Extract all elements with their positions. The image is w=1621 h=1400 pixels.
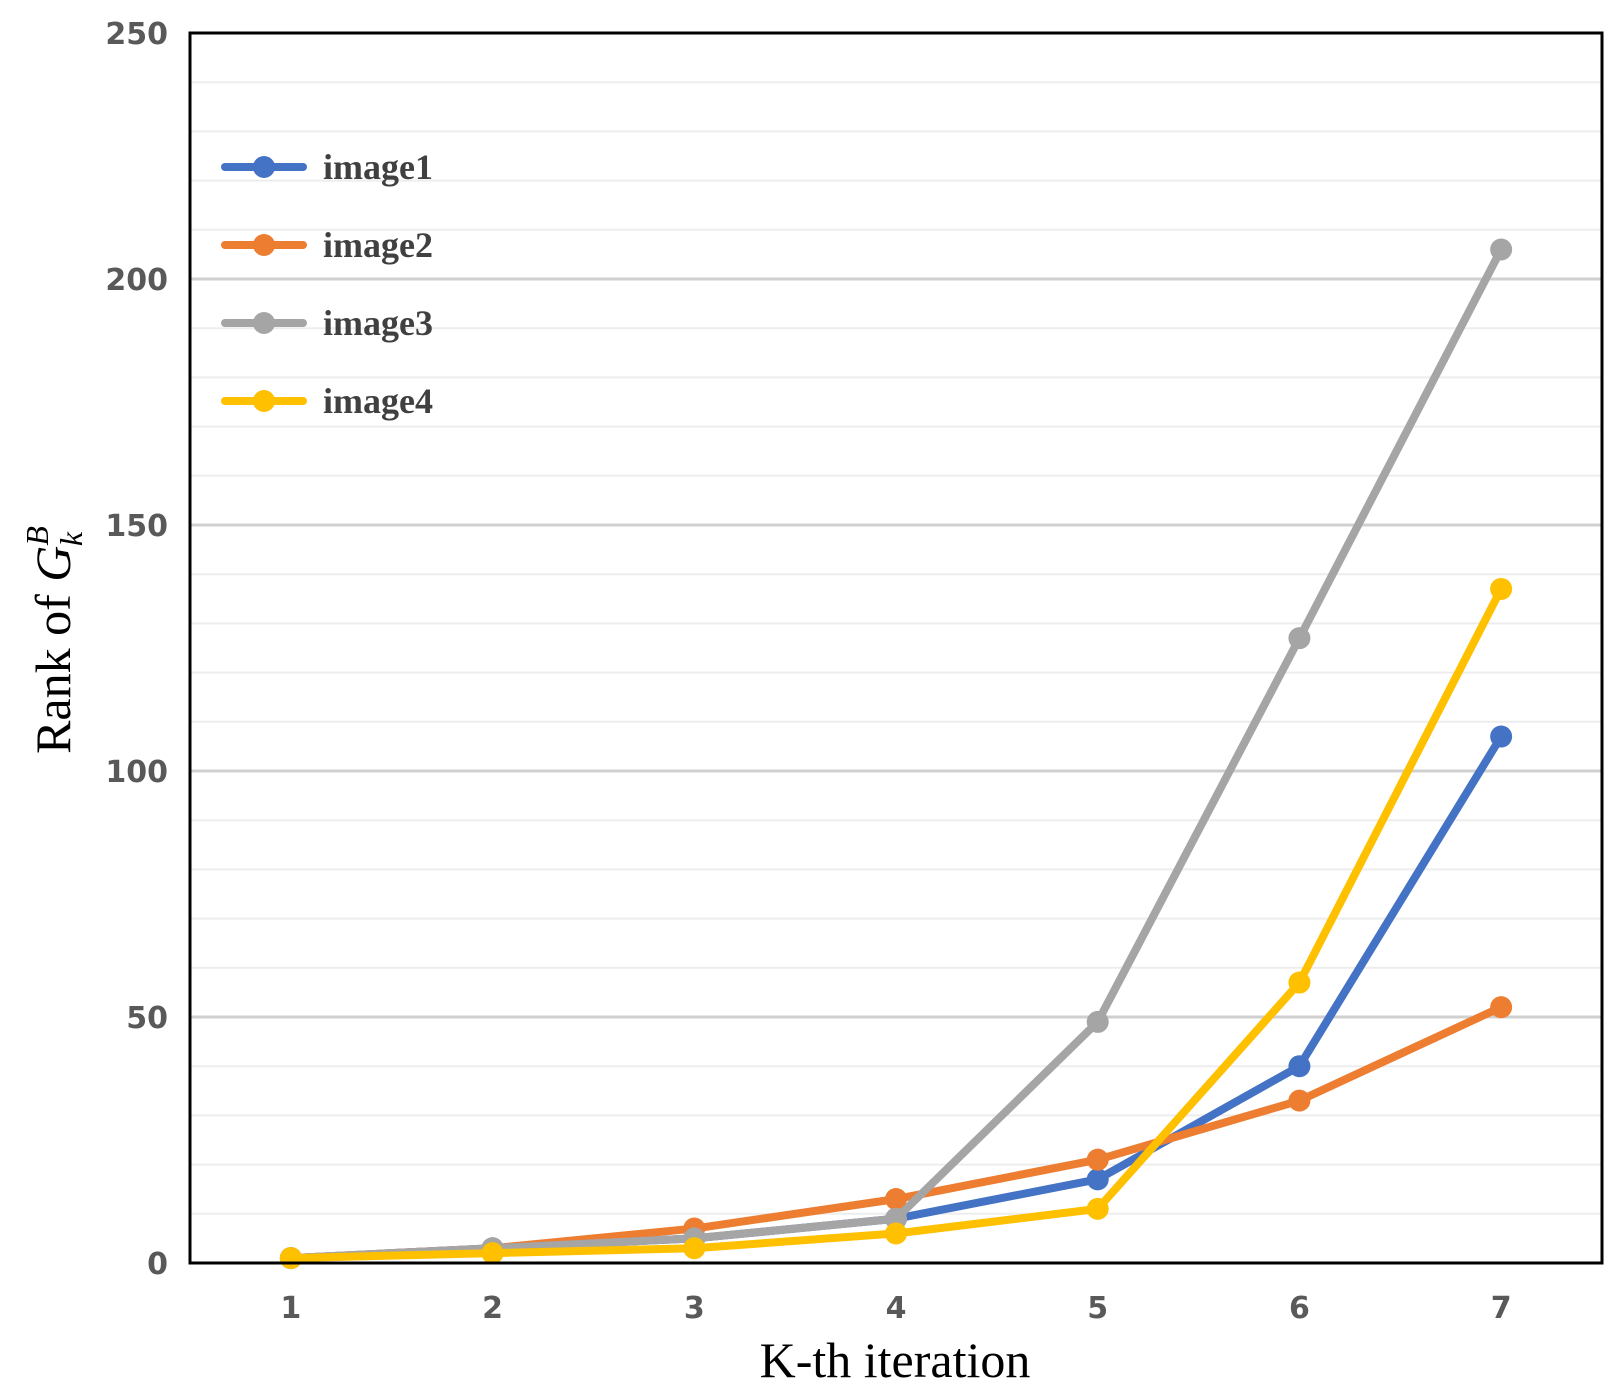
x-axis-title: K-th iteration (760, 1332, 1031, 1388)
data-point (1490, 725, 1513, 748)
data-point (279, 1247, 302, 1270)
legend-swatch-marker (253, 156, 275, 178)
data-point (1086, 1010, 1109, 1033)
data-point (1086, 1148, 1109, 1171)
x-tick-label: 6 (1289, 1291, 1310, 1326)
y-axis-title-symbol: G (25, 546, 81, 582)
legend-item: image1 (221, 147, 433, 187)
legend-label: image4 (323, 381, 433, 421)
y-axis-title-prefix: Rank of (25, 582, 81, 754)
x-tick-label: 2 (482, 1291, 503, 1326)
series-image1 (279, 725, 1513, 1270)
grid-lines (190, 81, 1602, 1215)
data-point (1490, 238, 1513, 261)
legend-label: image1 (323, 147, 433, 187)
y-axis-ticks: 0 50 100 150 200 250 (105, 17, 168, 1282)
legend-swatch-marker (253, 390, 275, 412)
x-tick-label: 5 (1087, 1291, 1108, 1326)
series-line (286, 584, 1506, 1263)
data-point (481, 1242, 504, 1265)
series-line (286, 245, 1506, 1263)
legend: image1 image2 image3 image4 (221, 147, 433, 421)
y-tick-label: 150 (105, 509, 168, 544)
legend-swatch-marker (253, 234, 275, 256)
x-tick-label: 1 (280, 1291, 301, 1326)
legend-label: image2 (323, 225, 433, 265)
plot-area-frame (188, 31, 1604, 1265)
x-axis-ticks: 1 2 3 4 5 6 7 (280, 1291, 1511, 1326)
legend-label: image3 (323, 303, 433, 343)
y-axis-title-subscript: k (53, 531, 89, 546)
data-point (683, 1237, 706, 1260)
y-tick-label: 50 (126, 1001, 168, 1036)
legend-item: image2 (221, 225, 433, 265)
data-point (885, 1188, 907, 1211)
data-point (1490, 577, 1513, 600)
data-point (1288, 1055, 1311, 1078)
y-tick-label: 200 (105, 263, 168, 298)
x-tick-label: 7 (1491, 1291, 1512, 1326)
y-axis-title-superscript: B (19, 526, 55, 546)
y-tick-label: 250 (105, 17, 168, 52)
data-point (1288, 627, 1311, 650)
y-tick-label: 100 (105, 755, 168, 790)
data-point (1490, 996, 1513, 1019)
series-line (286, 732, 1506, 1263)
data-point (885, 1222, 907, 1245)
data-point (1086, 1168, 1109, 1191)
legend-item: image3 (221, 303, 433, 343)
data-point (1086, 1197, 1109, 1220)
y-axis-title: Rank of GBk (19, 526, 89, 754)
legend-swatch-marker (253, 312, 275, 334)
y-tick-label: 0 (147, 1247, 168, 1282)
x-tick-label: 3 (684, 1291, 705, 1326)
x-tick-label: 4 (886, 1291, 907, 1326)
data-point (1288, 1089, 1311, 1112)
data-point (1288, 971, 1311, 994)
legend-item: image4 (221, 381, 433, 421)
